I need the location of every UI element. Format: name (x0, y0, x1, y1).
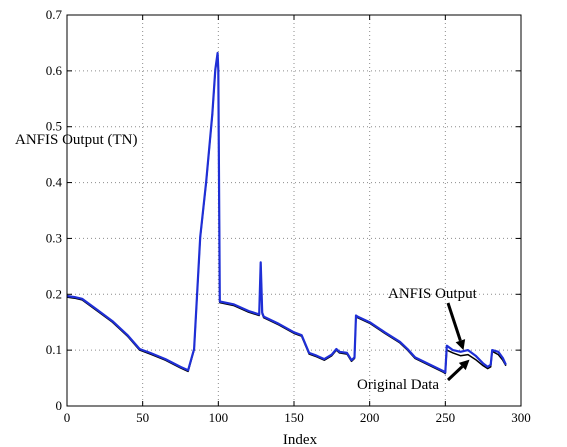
y-tick-label: 0.6 (46, 63, 63, 78)
tick-marks (66, 14, 522, 407)
y-tick-label: 0.1 (46, 342, 62, 357)
series-line-anfis-output (66, 51, 507, 374)
annotation-arrowhead-anfis-output (455, 339, 466, 351)
annotation-arrow-anfis-output (446, 302, 462, 342)
y-tick-label: 0 (56, 398, 63, 413)
x-tick-label: 200 (360, 410, 380, 425)
x-tick-label: 300 (511, 410, 531, 425)
x-tick-label: 0 (64, 410, 71, 425)
y-axis-label: ANFIS Output (TN) (15, 132, 138, 148)
y-tick-labels: 0 0.1 0.2 0.3 0.4 0.5 0.6 0.7 (46, 7, 63, 413)
x-tick-label: 50 (136, 410, 149, 425)
annotation-arrowhead-original-data (458, 359, 470, 371)
y-tick-label: 0.4 (46, 175, 63, 190)
annotation-original-data: Original Data (357, 377, 439, 393)
annotation-anfis-output: ANFIS Output (388, 286, 478, 302)
y-tick-label: 0.3 (46, 230, 62, 245)
y-tick-label: 0.2 (46, 286, 62, 301)
y-tick-label: 0.7 (46, 7, 63, 22)
x-tick-label: 250 (436, 410, 456, 425)
y-tick-label: 0.5 (46, 119, 62, 134)
x-tick-label: 100 (209, 410, 229, 425)
x-tick-labels: 0 50 100 150 200 250 300 (64, 410, 531, 425)
x-tick-label: 150 (284, 410, 304, 425)
x-axis-label: Index (283, 432, 318, 447)
series-layer (66, 51, 507, 375)
annotation-arrow-original-data (446, 365, 464, 382)
